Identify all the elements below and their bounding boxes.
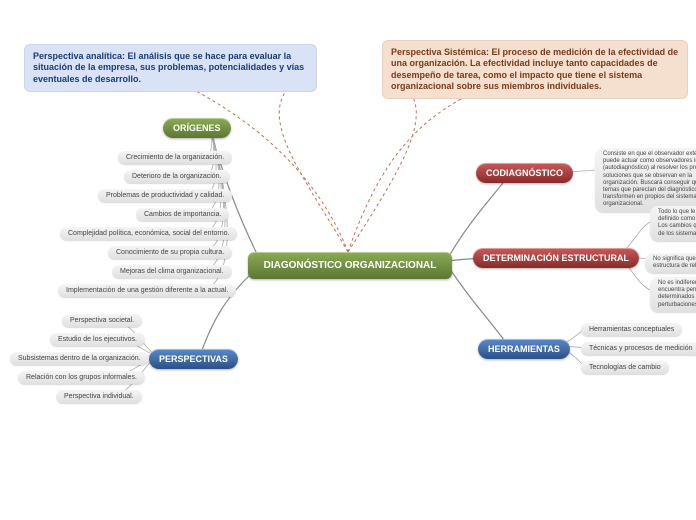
node-codiagnostico[interactable]: CODIAGNÓSTICO — [476, 163, 573, 183]
leaf-origenes-2: Problemas de productividad y calidad. — [98, 189, 232, 202]
leaf-origenes-3: Cambios de importancia. — [136, 208, 229, 221]
leaf-det-1: No significa que el entorno no afecte a … — [645, 253, 696, 273]
leaf-persp-2: Subsistemas dentro de la organización. — [10, 352, 149, 365]
leaf-origenes-0: Crecimiento de la organización. — [118, 151, 232, 164]
node-center[interactable]: DIAGONÓSTICO ORGANIZACIONAL — [248, 252, 452, 279]
leaf-origenes-5: Conocimiento de su propia cultura. — [108, 246, 232, 259]
textbox-analitica: Perspectiva analítica: El análisis que s… — [24, 44, 317, 92]
leaf-codiag-0: Consiste en que el observador externo pu… — [595, 148, 696, 212]
leaf-herr-0: Herramientas conceptuales — [581, 323, 682, 336]
node-perspectivas[interactable]: PERSPECTIVAS — [149, 349, 238, 369]
leaf-persp-3: Relación con los grupos informales. — [18, 371, 145, 384]
leaf-origenes-7: Implementación de una gestión diferente … — [58, 284, 236, 297]
leaf-origenes-6: Mejoras del clima organizacional. — [112, 265, 232, 278]
leaf-origenes-1: Deterioro de la organización. — [124, 170, 230, 183]
leaf-herr-2: Tecnologías de cambio — [581, 361, 669, 374]
node-determinacion[interactable]: DETERMINACIÓN ESTRUCTURAL — [473, 248, 639, 268]
leaf-det-2: No es indiferente del entorno porque se … — [650, 277, 696, 312]
leaf-persp-1: Estudio de los ejecutivos. — [50, 333, 145, 346]
leaf-det-0: Todo lo que le suceda al sistema está de… — [650, 206, 696, 241]
leaf-persp-0: Perspectiva societal. — [62, 314, 142, 327]
leaf-persp-4: Perspectiva individual. — [56, 390, 142, 403]
node-origenes[interactable]: ORÍGENES — [163, 118, 231, 138]
textbox-sistemica: Perspectiva Sistémica: El proceso de med… — [382, 40, 688, 99]
node-herramientas[interactable]: HERRAMIENTAS — [478, 339, 570, 359]
leaf-herr-1: Técnicas y procesos de medición — [581, 342, 696, 355]
leaf-origenes-4: Complejidad política, económica, social … — [60, 227, 237, 240]
